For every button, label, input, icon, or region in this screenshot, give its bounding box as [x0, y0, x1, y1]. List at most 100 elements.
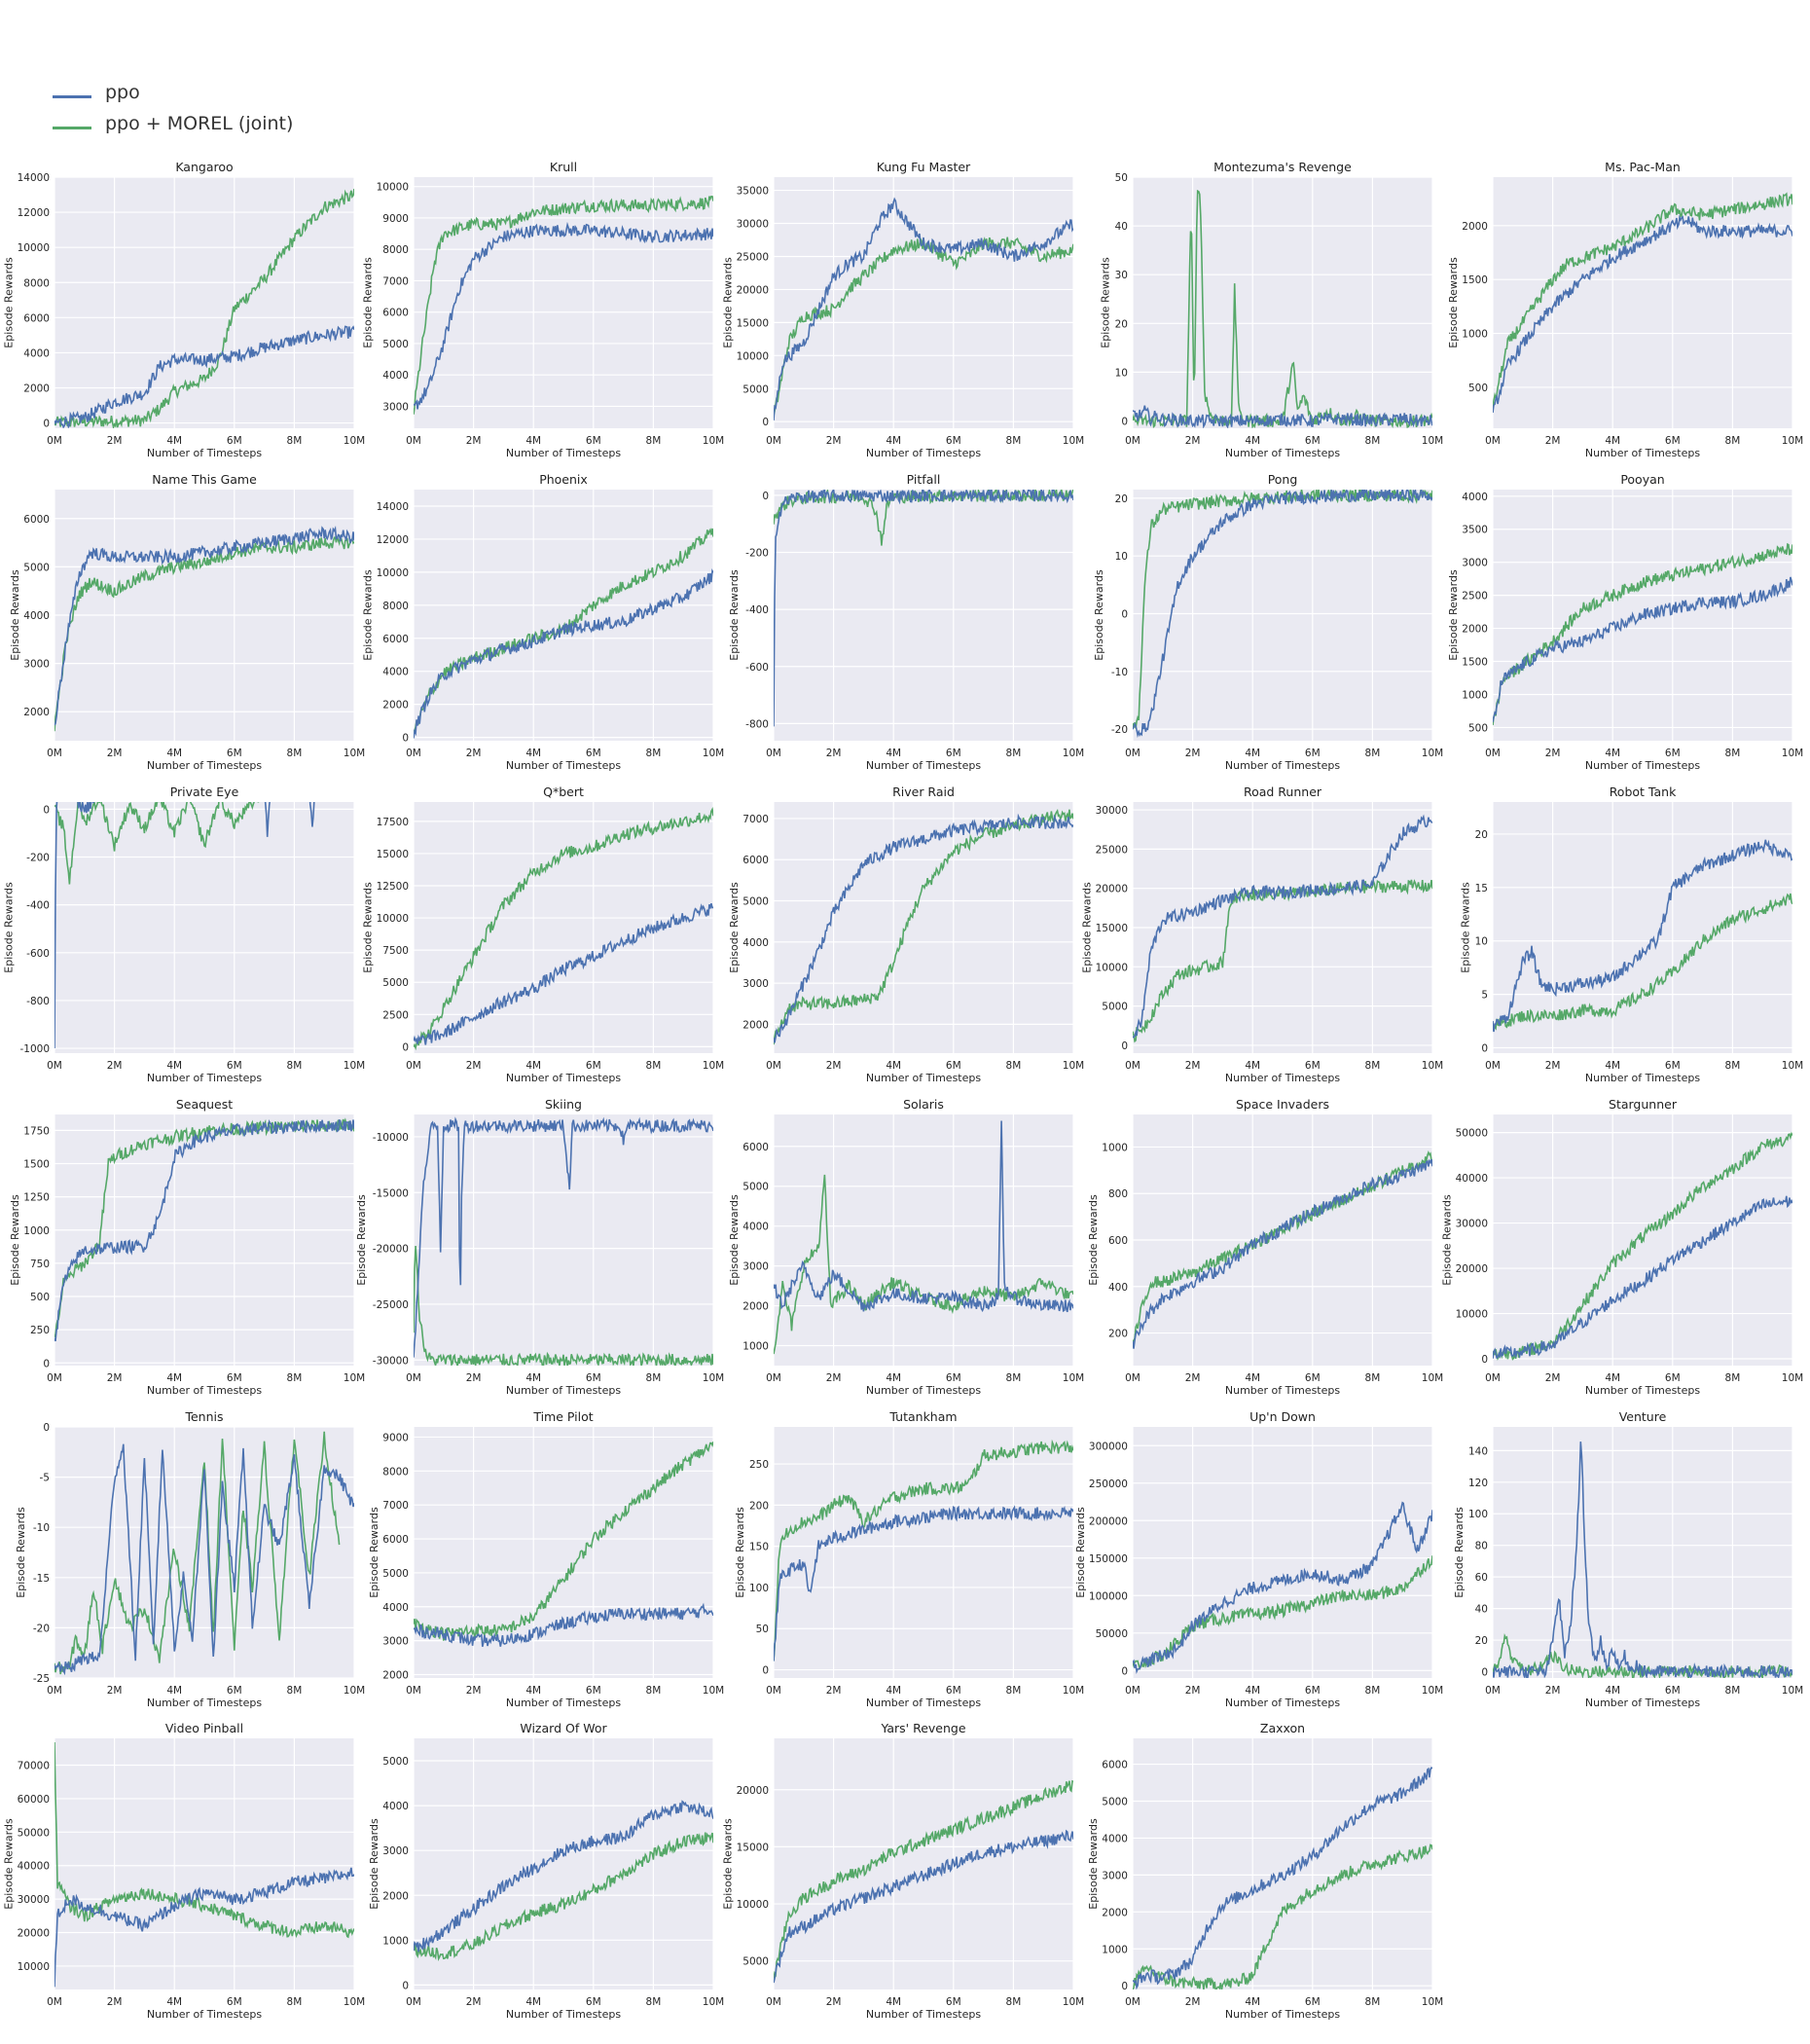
chart-solaris: 0M 2M 4M 6M 8M 10M 1000 2000 3000 4000 5000 6000 Sol…	[728, 1097, 1084, 1397]
x-tick-label: 8M	[287, 1685, 303, 1697]
y-tick-label: 4000	[742, 1222, 769, 1233]
y-tick-label: 6000	[382, 1534, 409, 1546]
x-tick-label: 4M	[166, 1372, 182, 1384]
y-tick-label: 15000	[1096, 923, 1128, 934]
x-tick-label: 4M	[886, 435, 901, 447]
y-tick-label: 3000	[1462, 558, 1488, 569]
chart-seaquest: 0M 2M 4M 6M 8M 10M 0 250 500 750 1000 1250 1500 1750 S…	[9, 1097, 365, 1397]
y-tick-label: 12000	[18, 207, 50, 219]
series-line-ppo-morel	[774, 1779, 1073, 1979]
series-line-ppo	[414, 221, 713, 410]
x-tick-label: 8M	[1006, 1372, 1022, 1384]
y-tick-label: 200000	[1089, 1515, 1128, 1527]
x-tick-label: 2M	[826, 1372, 842, 1384]
y-tick-label: 150	[749, 1542, 769, 1553]
y-tick-label: 5000	[382, 339, 409, 350]
x-tick-label: 2M	[1545, 1685, 1561, 1697]
x-tick-label: 2M	[826, 1996, 842, 2008]
y-tick-label: 20	[1115, 318, 1128, 330]
y-tick-label: 0	[1121, 609, 1128, 621]
plot-background	[774, 177, 1073, 428]
y-axis-label: Episode Rewards	[9, 1194, 21, 1286]
x-tick-label: 6M	[1305, 1060, 1321, 1072]
y-axis-label: Episode Rewards	[1447, 569, 1460, 661]
chart-title: Q*bert	[543, 785, 584, 799]
legend-swatch-ppo-morel	[53, 127, 91, 129]
y-tick-label: 9000	[382, 213, 409, 225]
y-tick-label: 0	[762, 1665, 769, 1677]
x-axis-label: Number of Timesteps	[866, 447, 981, 459]
y-tick-label: 0	[1481, 1354, 1488, 1366]
x-tick-label: 6M	[227, 1060, 242, 1072]
y-tick-label: 3000	[382, 401, 409, 413]
series-line-ppo	[1133, 1158, 1432, 1349]
chart-title: Yars' Revenge	[880, 1721, 965, 1735]
y-tick-label: 10000	[737, 1899, 769, 1911]
y-tick-label: 4000	[382, 370, 409, 382]
x-tick-label: 4M	[166, 1996, 182, 2008]
chart-q-bert: 0M 2M 4M 6M 8M 10M 0 2500 5000 7500 10000 12500 1500…	[362, 785, 725, 1084]
x-tick-label: 6M	[586, 435, 601, 447]
y-tick-label: 30000	[1456, 1219, 1488, 1230]
chart-title: Tutankham	[888, 1409, 957, 1424]
y-tick-label: -25	[33, 1673, 50, 1685]
x-tick-label: 6M	[586, 1996, 601, 2008]
x-tick-label: 10M	[1422, 1372, 1443, 1384]
x-axis-label: Number of Timesteps	[147, 2008, 262, 2021]
x-tick-label: 8M	[646, 748, 662, 759]
series-line-ppo-morel	[414, 1832, 713, 1961]
x-tick-label: 0M	[47, 1685, 62, 1697]
x-tick-label: 10M	[703, 1372, 724, 1384]
y-axis-label: Episode Rewards	[1441, 1194, 1454, 1286]
y-tick-label: 20000	[737, 1785, 769, 1797]
plot-background	[414, 802, 713, 1053]
x-tick-label: 2M	[466, 1372, 482, 1384]
plot-background	[774, 1427, 1073, 1678]
y-tick-label: -20	[1111, 724, 1128, 736]
x-tick-label: 4M	[1605, 1372, 1620, 1384]
y-tick-label: 4000	[382, 1602, 409, 1614]
y-axis-label: Episode Rewards	[362, 882, 375, 973]
plot-background	[1493, 177, 1792, 428]
y-tick-label: 150000	[1089, 1553, 1128, 1565]
x-tick-label: 6M	[1305, 1685, 1321, 1697]
x-tick-label: 8M	[1725, 435, 1741, 447]
y-tick-label: -200	[745, 548, 769, 560]
y-tick-label: -400	[745, 604, 769, 616]
series-line-ppo-morel	[1493, 1131, 1792, 1361]
legend-swatch-ppo	[53, 95, 91, 98]
y-tick-label: 15000	[737, 1842, 769, 1853]
chart-ms-pac-man: 0M 2M 4M 6M 8M 10M 500 1000 1500 2000 Ms. Pac-Man N…	[1447, 160, 1803, 459]
x-tick-label: 10M	[1063, 748, 1084, 759]
y-axis-label: Episode Rewards	[362, 257, 375, 348]
chart-skiing: 0M 2M 4M 6M 8M 10M -30000 -25000 -20000 -15000 -10…	[355, 1097, 724, 1397]
x-tick-label: 6M	[1665, 1372, 1681, 1384]
x-axis-label: Number of Timesteps	[506, 1697, 621, 1709]
y-tick-label: 0	[1481, 1667, 1488, 1679]
y-tick-label: 5	[1481, 990, 1488, 1002]
y-tick-label: -15	[33, 1573, 50, 1585]
chart-title: River Raid	[892, 785, 955, 799]
y-axis-label: Episode Rewards	[1453, 1507, 1466, 1598]
x-tick-label: 0M	[1125, 1996, 1140, 2008]
series-line-ppo-morel	[54, 802, 260, 885]
chart-space-invaders: 0M 2M 4M 6M 8M 10M 200 400 600 800 1000 Space Invad…	[1087, 1097, 1443, 1397]
y-tick-label: -1000	[19, 1043, 50, 1055]
y-tick-label: 250	[749, 1459, 769, 1471]
y-tick-label: 30000	[1096, 805, 1128, 817]
series-line-ppo	[1493, 1195, 1792, 1360]
series-line-ppo	[774, 1829, 1073, 1984]
chart-title: Video Pinball	[165, 1721, 243, 1735]
chart-wizard-of-wor: 0M 2M 4M 6M 8M 10M 0 1000 2000 3000 4000 5000 Wizard…	[368, 1721, 724, 2021]
chart-title: Road Runner	[1244, 785, 1322, 799]
y-tick-label: 400	[1108, 1282, 1128, 1294]
y-tick-label: 600	[1108, 1235, 1128, 1247]
x-tick-label: 8M	[1725, 1060, 1741, 1072]
y-axis-label: Episode Rewards	[368, 1507, 380, 1598]
x-tick-label: 10M	[344, 1685, 365, 1697]
series-line-ppo-morel	[1493, 893, 1792, 1032]
x-tick-label: 2M	[1545, 1372, 1561, 1384]
y-axis-label: Episode Rewards	[355, 1194, 368, 1286]
chart-title: Zaxxon	[1260, 1721, 1305, 1735]
y-tick-label: 50000	[18, 1827, 50, 1839]
